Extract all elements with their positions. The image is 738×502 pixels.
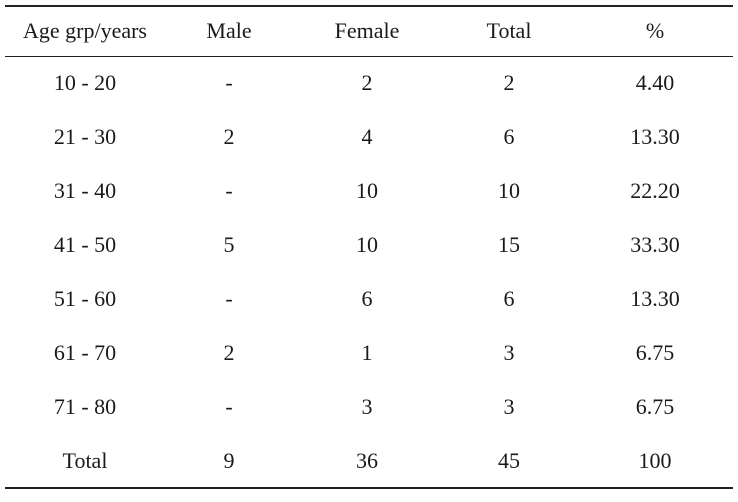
cell-female: 1: [361, 340, 373, 365]
cell-percent: 33.30: [630, 232, 680, 257]
cell-percent: 6.75: [635, 394, 675, 419]
cell-percent: 6.75: [635, 340, 675, 365]
table-row: 41 - 50 5 10 15 33.30: [5, 218, 733, 272]
cell-age-group: 41 - 50: [53, 232, 117, 257]
table-total-row: Total 9 36 45 100: [5, 434, 733, 489]
cell-male: 2: [223, 340, 235, 365]
header-female: Female: [293, 5, 441, 57]
table-row: 51 - 60 - 6 6 13.30: [5, 272, 733, 326]
table-row: 31 - 40 - 10 10 22.20: [5, 164, 733, 218]
cell-male: 9: [165, 434, 293, 489]
cell-female: 4: [361, 124, 373, 149]
cell-age-group: 21 - 30: [53, 124, 117, 149]
header-age-group: Age grp/years: [5, 5, 165, 57]
cell-total: 2: [503, 70, 515, 96]
cell-male: -: [225, 70, 233, 96]
cell-total: 6: [503, 124, 515, 149]
age-distribution-table: Age grp/years Male Female Total % 10 - 2…: [5, 5, 733, 489]
cell-percent: 13.30: [630, 286, 680, 311]
cell-percent: 100: [577, 434, 733, 489]
table-row: 10 - 20 - 2 2 4.40: [5, 56, 733, 110]
cell-age-group: 71 - 80: [53, 394, 117, 419]
cell-total: 45: [441, 434, 577, 489]
cell-age-group: 61 - 70: [53, 340, 117, 365]
cell-female: 36: [293, 434, 441, 489]
cell-male: -: [225, 178, 233, 203]
cell-male: -: [225, 394, 233, 419]
cell-percent: 4.40: [635, 70, 675, 96]
cell-male: -: [225, 286, 233, 311]
cell-total: 10: [498, 178, 520, 203]
table-body: 10 - 20 - 2 2 4.40 21 - 30 2 4 6 13.30 3…: [5, 56, 733, 489]
cell-age-group: 31 - 40: [53, 178, 117, 203]
header-total: Total: [441, 5, 577, 57]
cell-percent: 22.20: [630, 178, 680, 203]
cell-female: 2: [361, 70, 373, 96]
cell-male: 5: [223, 232, 235, 257]
cell-female: 6: [361, 286, 373, 311]
cell-total: 6: [503, 286, 515, 311]
header-male: Male: [165, 5, 293, 57]
cell-age-group: 51 - 60: [53, 286, 117, 311]
header-percent: %: [577, 5, 733, 57]
cell-total: 3: [503, 340, 515, 365]
cell-female: 3: [361, 394, 373, 419]
cell-total: 15: [498, 232, 520, 257]
table-header: Age grp/years Male Female Total %: [5, 5, 733, 57]
cell-male: 2: [223, 124, 235, 149]
cell-female: 10: [356, 232, 378, 257]
cell-age-group: 10 - 20: [53, 70, 117, 96]
cell-total: 3: [503, 394, 515, 419]
cell-age-group: Total: [5, 434, 165, 489]
table-row: 21 - 30 2 4 6 13.30: [5, 110, 733, 164]
table-row: 71 - 80 - 3 3 6.75: [5, 380, 733, 434]
cell-percent: 13.30: [630, 124, 680, 149]
header-row: Age grp/years Male Female Total %: [5, 5, 733, 57]
cell-female: 10: [356, 178, 378, 203]
table-row: 61 - 70 2 1 3 6.75: [5, 326, 733, 380]
